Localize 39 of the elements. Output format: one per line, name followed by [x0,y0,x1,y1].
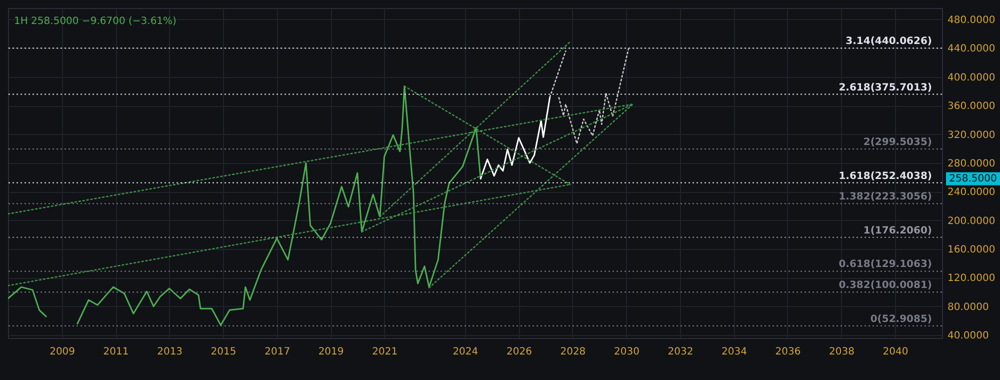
y-tick-label: 240.0000 [948,187,996,198]
ref-line-label: 0(52.9085) [870,314,932,325]
x-tick-label: 2011 [103,346,129,358]
x-tick-label: 2013 [157,346,183,358]
y-tick-label: 80.0000 [948,302,989,313]
x-tick-label: 2038 [829,346,854,358]
x-tick-label: 2030 [614,346,640,358]
ref-line-label: 0.618(129.1063) [838,259,932,270]
x-tick-label: 2024 [452,346,478,358]
y-tick-label: 280.0000 [948,158,996,170]
y-tick-label: 200.0000 [948,216,996,227]
x-tick-label: 2017 [264,346,290,358]
x-tick-label: 2015 [210,346,236,358]
ref-line-label: 1.618(252.4038) [838,170,932,182]
x-tick-label: 2034 [722,346,747,358]
x-tick-label: 2009 [50,346,76,358]
ref-line-label: 1.382(223.3056) [838,192,932,203]
x-tick-label: 2021 [372,346,398,358]
x-tick-label: 2036 [775,346,801,358]
ref-line-label: 0.382(100.0081) [838,280,932,292]
ref-line-label: 3.14(440.0626) [846,36,932,48]
y-tick-label: 400.0000 [948,72,996,84]
y-tick-label: 480.0000 [948,14,996,26]
x-tick-label: 2019 [318,346,344,358]
x-tick-label: 2028 [560,346,586,358]
y-tick-label: 320.0000 [948,130,996,141]
y-tick-label: 160.0000 [948,244,996,256]
ref-line-label: 1(176.2060) [863,225,932,236]
ref-line-label: 2(299.5035) [863,136,932,148]
ref-line-label: 2.618(375.7013) [838,82,932,94]
x-tick-label: 2032 [668,346,694,358]
y-tick-label: 120.0000 [948,273,996,284]
y-tick-label: 440.0000 [948,44,996,55]
x-tick-label: 2026 [506,346,532,358]
y-tick-label: 360.0000 [948,101,996,112]
x-tick-label: 2040 [882,346,908,358]
text: 258.5000 [949,174,997,185]
text: 1H 258.5000 −9.6700 (−3.61%) [14,16,177,27]
y-tick-label: 40.0000 [948,330,989,342]
